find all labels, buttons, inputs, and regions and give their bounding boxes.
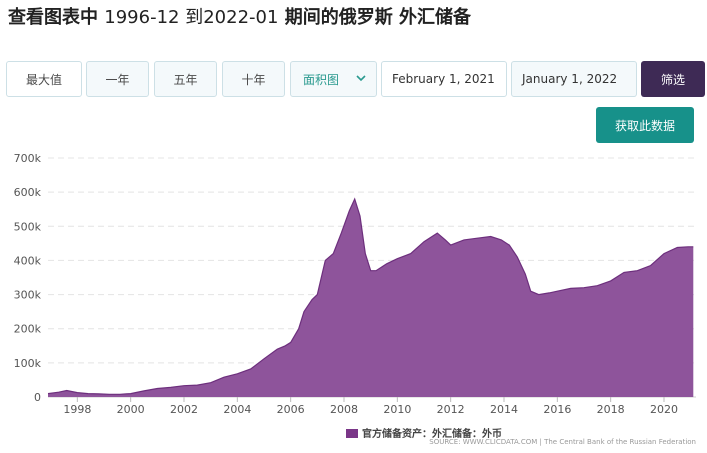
x-tick-label: 2020 (650, 403, 678, 416)
y-tick-label: 400k (14, 254, 42, 267)
y-axis-ticks: 0 100k 200k 300k 400k 500k 600k 700k (14, 152, 42, 404)
x-tick-label: 2002 (170, 403, 198, 416)
x-axis-ticks: 1998 2000 2002 2004 2006 2008 2010 2012 2014 2016… (63, 397, 678, 416)
reserves-area-chart: 0 100k 200k 300k 400k 500k 600k 700k 1998 2000 20… (14, 152, 696, 446)
chevron-down-icon (356, 75, 366, 82)
y-tick-label: 200k (14, 323, 42, 336)
series-area (48, 199, 694, 397)
y-tick-label: 0 (34, 391, 41, 404)
legend-label: 官方储备资产：外汇储备：外币 (362, 427, 502, 440)
series-line (47, 197, 694, 395)
filter-button[interactable]: 筛选 (641, 61, 705, 97)
legend-swatch (346, 429, 358, 438)
y-tick-label: 700k (14, 152, 42, 165)
get-data-button[interactable]: 获取此数据 (596, 107, 694, 143)
y-tick-label: 100k (14, 357, 42, 370)
page-title: 查看图表中 1996-12 到2022-01 期间的俄罗斯 外汇储备 (8, 3, 471, 29)
legend[interactable]: 官方储备资产：外汇储备：外币 (346, 427, 502, 440)
chart-toolbar: 最大值 一年 五年 十年 面积图 February 1, 2021 Januar… (0, 61, 707, 97)
y-tick-label: 600k (14, 186, 42, 199)
chart-type-value: 面积图 (303, 72, 340, 87)
x-tick-label: 1998 (63, 403, 91, 416)
x-tick-label: 2016 (543, 403, 571, 416)
five-year-button[interactable]: 五年 (154, 61, 217, 97)
end-date-input[interactable]: January 1, 2022 (511, 61, 637, 97)
one-year-button[interactable]: 一年 (86, 61, 149, 97)
title-bold: 查看图表中 (8, 7, 98, 28)
x-tick-label: 2004 (223, 403, 251, 416)
chart-type-select[interactable]: 面积图 (290, 61, 377, 97)
x-tick-label: 2000 (117, 403, 145, 416)
x-tick-label: 2018 (597, 403, 625, 416)
y-tick-label: 300k (14, 289, 42, 302)
x-tick-label: 2006 (277, 403, 305, 416)
ten-year-button[interactable]: 十年 (222, 61, 285, 97)
title-tail: 期间的俄罗斯 外汇储备 (284, 7, 471, 28)
x-tick-label: 2014 (490, 403, 518, 416)
max-range-button[interactable]: 最大值 (6, 61, 82, 97)
x-tick-label: 2008 (330, 403, 358, 416)
source-label: SOURCE: WWW.CLICDATA.COM | The Central B… (429, 438, 696, 446)
y-tick-label: 500k (14, 220, 42, 233)
start-date-input[interactable]: February 1, 2021 (381, 61, 507, 97)
x-tick-label: 2012 (437, 403, 465, 416)
title-range: 1996-12 到2022-01 (104, 7, 279, 28)
x-tick-label: 2010 (383, 403, 411, 416)
